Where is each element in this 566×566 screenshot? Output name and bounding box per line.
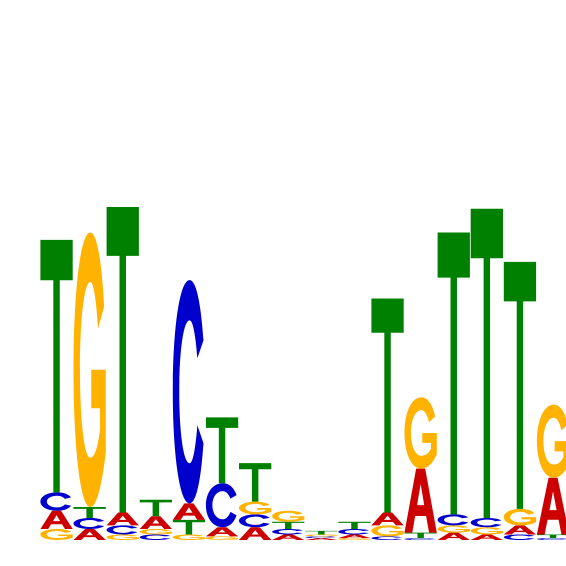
logo-column-13 <box>437 232 470 540</box>
thymine-letter-mark <box>106 206 139 513</box>
adenine-letter-mark <box>536 477 566 535</box>
thymine-letter-mark <box>239 463 272 502</box>
cytosine-letter-mark <box>106 525 138 535</box>
guanine-letter-mark <box>305 534 338 537</box>
guanine-letter-mark <box>338 538 371 540</box>
cytosine-letter-mark <box>205 483 237 528</box>
thymine-letter-mark <box>437 232 470 515</box>
thymine-letter-mark <box>272 521 305 530</box>
logo-column-2 <box>73 232 106 540</box>
cytosine-letter-mark <box>371 536 403 540</box>
logo-column-7 <box>239 463 272 540</box>
adenine-letter-mark <box>172 503 206 520</box>
guanine-letter-mark <box>139 529 172 535</box>
guanine-letter-mark <box>106 534 139 540</box>
adenine-letter-mark <box>73 529 106 540</box>
logo-column-6 <box>205 417 239 540</box>
logo-column-4 <box>139 499 172 540</box>
cytosine-letter-mark <box>470 518 502 528</box>
logo-column-9 <box>305 530 338 540</box>
guanine-letter-mark <box>536 404 566 478</box>
thymine-letter-mark <box>172 519 206 535</box>
adenine-letter-mark <box>503 525 537 535</box>
logo-column-12 <box>404 397 437 540</box>
guanine-letter-mark <box>404 397 437 469</box>
logo-column-16 <box>536 404 566 540</box>
adenine-letter-mark <box>404 468 437 533</box>
guanine-letter-mark <box>470 527 503 535</box>
adenine-letter-mark <box>139 516 172 530</box>
cytosine-letter-mark <box>404 538 436 540</box>
cytosine-letter-mark <box>536 538 566 540</box>
cytosine-letter-mark <box>338 529 369 535</box>
thymine-letter-mark <box>305 530 338 535</box>
thymine-letter-mark <box>139 499 172 517</box>
cytosine-letter-mark <box>239 514 270 528</box>
guanine-letter-mark <box>172 534 206 540</box>
logo-column-14 <box>470 208 503 540</box>
thymine-letter-mark <box>503 261 537 509</box>
logo-column-10 <box>338 521 371 540</box>
cytosine-letter-mark <box>272 529 303 535</box>
cytosine-letter-mark <box>503 534 535 540</box>
logo-column-11 <box>371 298 404 540</box>
thymine-letter-mark <box>536 534 566 539</box>
guanine-letter-mark <box>239 501 272 515</box>
adenine-letter-mark <box>272 534 305 540</box>
cytosine-letter-mark <box>139 534 171 540</box>
logo-column-8 <box>272 510 305 540</box>
thymine-letter-mark <box>205 417 239 484</box>
cytosine-letter-mark <box>305 536 336 539</box>
adenine-letter-mark <box>205 527 239 537</box>
adenine-letter-mark <box>470 534 503 540</box>
logo-column-3 <box>106 206 139 540</box>
guanine-letter-mark <box>503 508 537 526</box>
thymine-letter-mark <box>73 507 106 519</box>
adenine-letter-mark <box>106 512 139 526</box>
guanine-letter-mark <box>40 529 73 540</box>
thymine-letter-mark <box>371 298 404 513</box>
guanine-letter-mark <box>272 510 305 522</box>
adenine-letter-mark <box>40 510 73 530</box>
guanine-letter-mark <box>437 525 470 533</box>
adenine-letter-mark <box>437 532 470 540</box>
logo-column-1 <box>40 239 73 540</box>
thymine-letter-mark <box>40 239 73 493</box>
thymine-letter-mark <box>404 532 437 539</box>
logo-column-5 <box>172 280 206 540</box>
adenine-letter-mark <box>371 512 404 526</box>
cytosine-letter-mark <box>437 514 469 526</box>
thymine-letter-mark <box>470 208 503 519</box>
guanine-letter-mark <box>205 536 239 540</box>
cytosine-letter-mark <box>73 518 105 530</box>
thymine-letter-mark <box>338 521 371 530</box>
adenine-letter-mark <box>305 538 338 540</box>
adenine-letter-mark <box>338 534 371 539</box>
cytosine-letter-mark <box>40 492 72 511</box>
cytosine-letter-mark <box>172 280 204 504</box>
logo-column-15 <box>503 261 537 540</box>
adenine-letter-mark <box>239 527 272 540</box>
guanine-letter-mark <box>73 232 106 508</box>
guanine-letter-mark <box>371 525 404 537</box>
